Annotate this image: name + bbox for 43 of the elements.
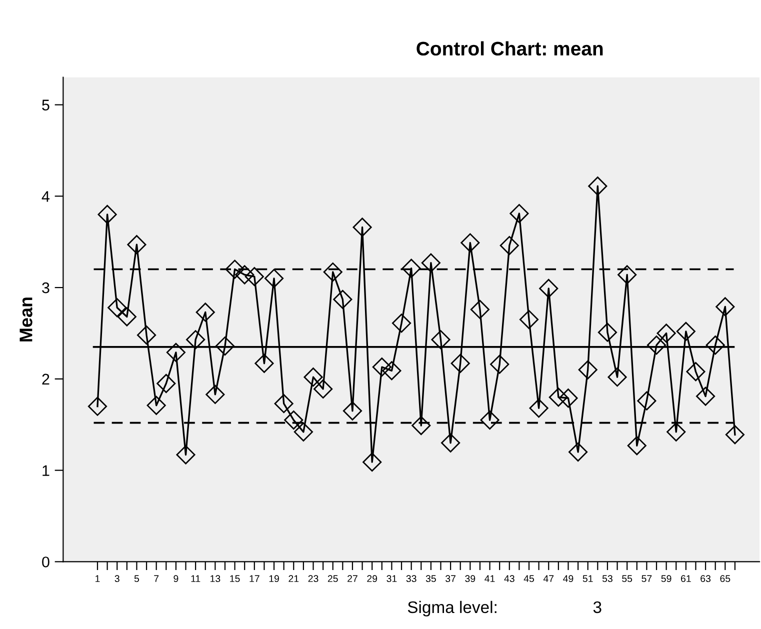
x-tick-label: 21 xyxy=(288,575,299,582)
x-tick-label: 17 xyxy=(250,575,260,582)
x-tick-label: 65 xyxy=(720,575,730,582)
x-tick-label: 43 xyxy=(504,575,514,582)
x-tick-label: 15 xyxy=(230,575,240,582)
y-tick-label: 4 xyxy=(42,191,50,202)
x-tick-label: 37 xyxy=(446,575,456,582)
x-tick-label: 33 xyxy=(406,575,416,582)
x-tick-label: 47 xyxy=(543,575,554,582)
x-tick-label: 13 xyxy=(210,575,220,582)
x-tick-label: 5 xyxy=(134,575,140,582)
x-tick-label: 55 xyxy=(622,575,632,582)
x-tick-label: 3 xyxy=(114,575,120,582)
x-tick-label: 25 xyxy=(328,575,338,582)
y-tick-label: 0 xyxy=(42,556,50,568)
x-tick-label: 51 xyxy=(582,575,593,582)
x-tick-label: 53 xyxy=(602,575,612,582)
x-tick-label: 31 xyxy=(386,575,397,582)
x-tick-label: 11 xyxy=(191,575,200,582)
x-tick-label: 57 xyxy=(642,575,652,582)
x-tick-label: 9 xyxy=(174,575,178,582)
x-tick-label: 23 xyxy=(308,575,318,582)
y-tick-label: 1 xyxy=(42,465,50,476)
text: 3 xyxy=(593,601,602,614)
x-tick-label: 59 xyxy=(661,575,672,582)
x-tick-label: 63 xyxy=(700,575,711,582)
x-tick-label: 41 xyxy=(484,575,495,582)
x-tick-label: 39 xyxy=(465,575,476,582)
text: Sigma level: xyxy=(408,600,496,616)
y-axis-title: Mean xyxy=(20,298,32,342)
x-tick-label: 19 xyxy=(269,575,279,582)
x-tick-label: 1 xyxy=(96,575,100,582)
chart-title: Control Chart: mean xyxy=(416,41,603,56)
x-tick-label: 7 xyxy=(154,575,159,582)
y-tick-label: 5 xyxy=(42,100,50,110)
x-tick-label: 49 xyxy=(563,575,574,582)
x-tick-label: 35 xyxy=(426,575,436,582)
x-tick-label: 45 xyxy=(524,575,534,582)
x-tick-label: 61 xyxy=(681,575,691,582)
y-tick-label: 3 xyxy=(42,282,50,294)
x-tick-label: 29 xyxy=(367,575,378,582)
x-tick-label: 27 xyxy=(348,575,358,582)
y-tick-label: 2 xyxy=(42,374,50,384)
